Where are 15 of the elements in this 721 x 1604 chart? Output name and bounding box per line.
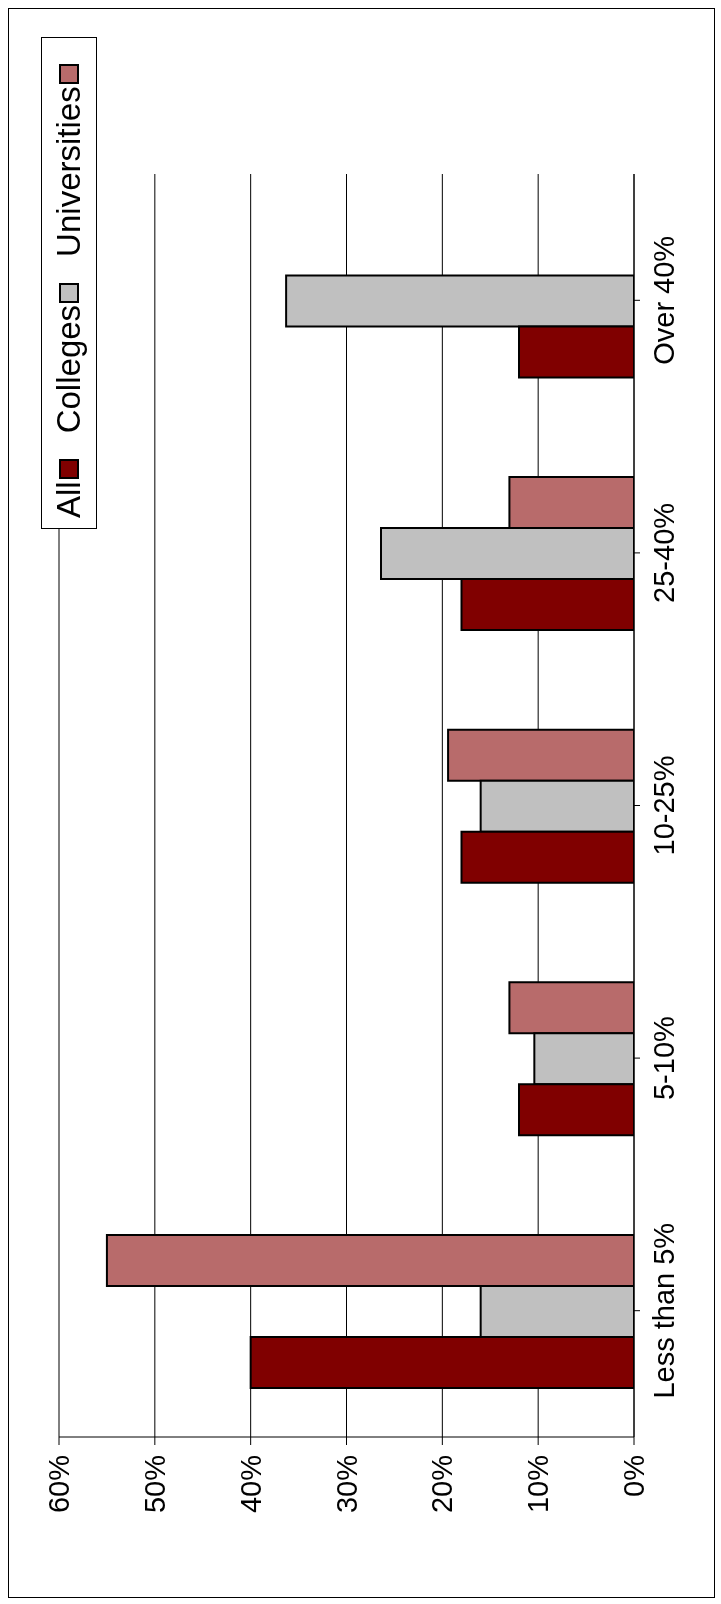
x-tick-label: 30% [330, 1455, 363, 1514]
y-tick-label: Over 40% [648, 235, 681, 365]
legend-label: Universities [50, 86, 88, 257]
y-tick-label: Less than 5% [648, 1222, 681, 1399]
x-tick-label: 10% [522, 1455, 555, 1514]
x-tick-label: 0% [618, 1455, 651, 1497]
x-tick-label: 50% [138, 1455, 171, 1514]
y-tick-label: 5-10% [648, 1016, 681, 1101]
x-tick-label: 40% [234, 1455, 267, 1514]
legend-label: All [50, 481, 88, 518]
y-tick-label: 25-40% [648, 502, 681, 603]
y-tick-label: 10-25% [648, 755, 681, 856]
x-tick-label: 60% [43, 1455, 76, 1514]
x-tick-label: 20% [426, 1455, 459, 1514]
legend-label: Colleges [50, 304, 88, 434]
